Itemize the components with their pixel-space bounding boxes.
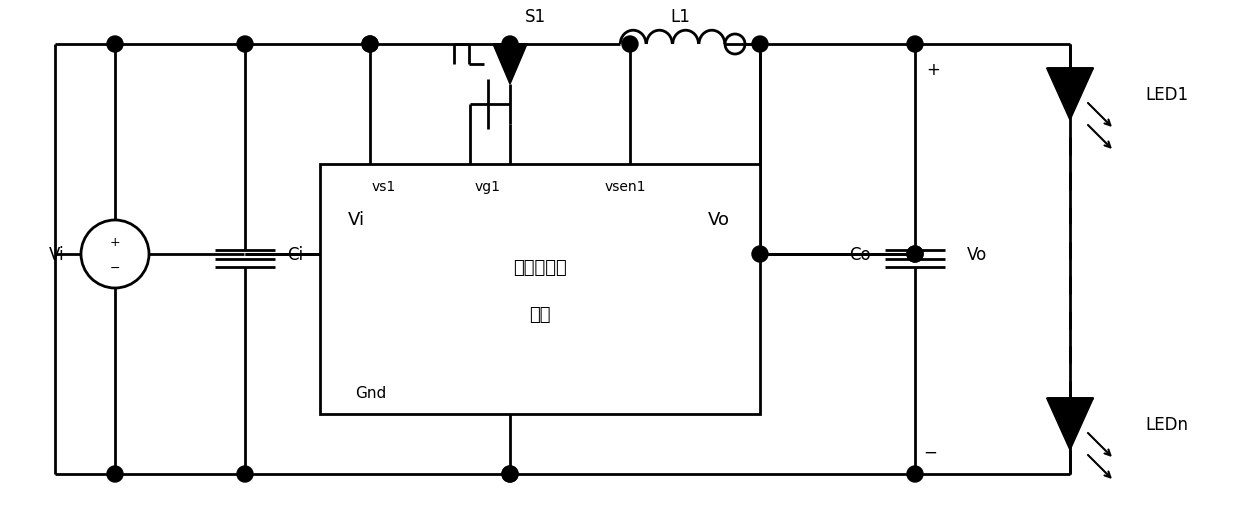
Circle shape [237, 37, 253, 53]
Text: 多功能控制: 多功能控制 [513, 259, 567, 276]
Text: −: − [923, 443, 937, 461]
Circle shape [907, 246, 923, 263]
Circle shape [107, 466, 123, 482]
Circle shape [237, 466, 253, 482]
Bar [320, 165, 760, 414]
Polygon shape [1047, 69, 1093, 121]
Text: L1: L1 [670, 8, 690, 26]
Circle shape [907, 466, 923, 482]
Text: Co: Co [849, 245, 871, 264]
Text: Ci: Ci [287, 245, 304, 264]
Text: S1: S1 [524, 8, 545, 26]
Text: Vi: Vi [348, 211, 366, 229]
Text: LEDn: LEDn [1145, 415, 1188, 433]
Text: +: + [926, 61, 940, 79]
Text: vsen1: vsen1 [605, 180, 647, 193]
Text: LED1: LED1 [1145, 86, 1188, 104]
Polygon shape [493, 45, 527, 85]
Circle shape [362, 37, 378, 53]
Text: 电路: 电路 [529, 305, 551, 323]
Circle shape [107, 37, 123, 53]
Text: Vi: Vi [50, 245, 64, 264]
Text: Gnd: Gnd [356, 385, 387, 400]
Text: vg1: vg1 [475, 180, 501, 193]
Text: Vo: Vo [966, 245, 987, 264]
Polygon shape [1047, 398, 1093, 450]
Circle shape [907, 37, 923, 53]
Circle shape [752, 246, 768, 263]
Circle shape [502, 37, 518, 53]
Circle shape [502, 466, 518, 482]
Text: vs1: vs1 [372, 180, 396, 193]
Circle shape [362, 37, 378, 53]
Circle shape [907, 246, 923, 263]
Text: −: − [110, 261, 120, 274]
Circle shape [752, 37, 768, 53]
Circle shape [622, 37, 638, 53]
Text: +: + [110, 236, 120, 249]
Circle shape [502, 466, 518, 482]
Text: Vo: Vo [707, 211, 730, 229]
